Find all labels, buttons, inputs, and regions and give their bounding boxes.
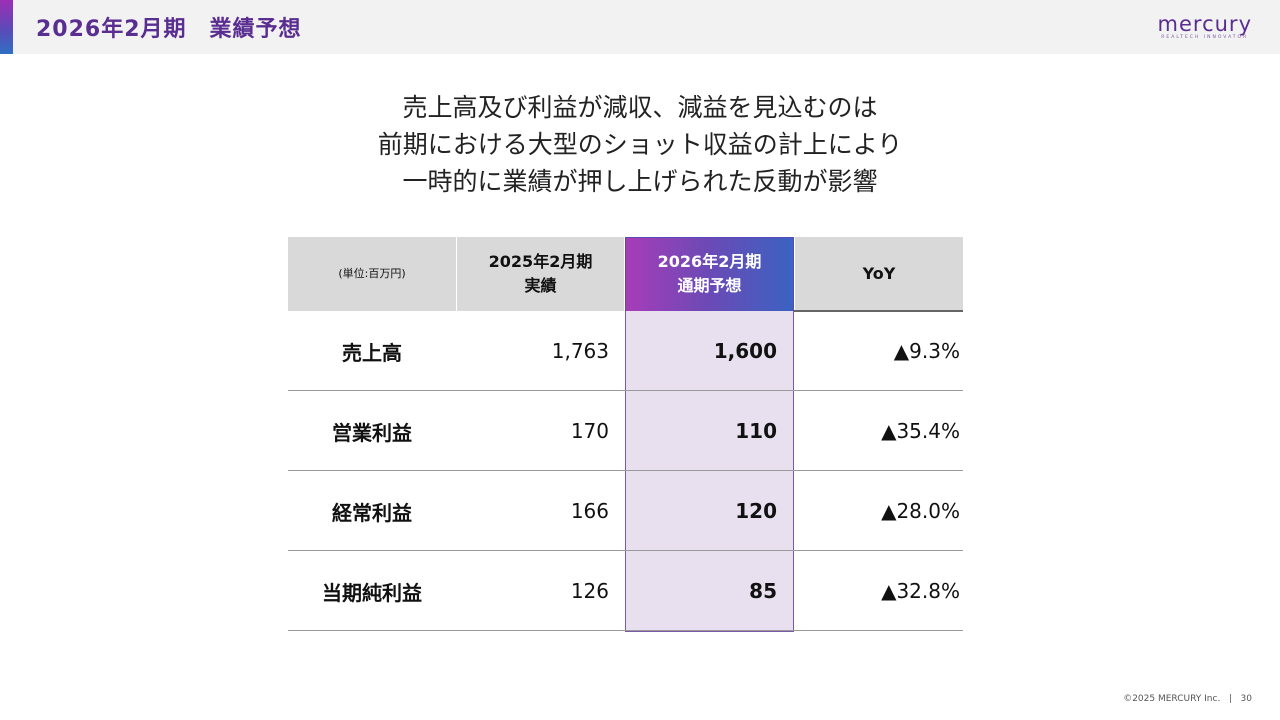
prev-value: 126 [570, 579, 609, 603]
forecast-header: 2026年2月期 通期予想 [625, 237, 794, 311]
footer: ©2025 MERCURY Inc. | 30 [1123, 694, 1252, 704]
yoy-header-label: YoY [862, 264, 896, 283]
table-row: 売上高 1,763 1,600 ▲9.3% [288, 311, 963, 391]
row-label: 経常利益 [332, 500, 412, 525]
header-bar [0, 0, 1280, 54]
row-label: 当期純利益 [322, 580, 422, 605]
headline-line-1: 売上高及び利益が減収、減益を見込むのは [402, 93, 878, 122]
table-row: 経常利益 166 120 ▲28.0% [288, 471, 963, 551]
forecast-header-outline [625, 237, 794, 311]
row-label: 売上高 [342, 340, 402, 365]
row-label: 営業利益 [332, 420, 412, 445]
page-title: 2026年2月期 業績予想 [36, 17, 302, 42]
forecast-table: (単位:百万円) 2025年2月期 実績 2026年2月期 通期予想 YoY 売… [288, 237, 963, 632]
headline: 売上高及び利益が減収、減益を見込むのは 前期における大型のショット収益の計上によ… [0, 89, 1280, 200]
footer-separator: | [1228, 694, 1232, 704]
unit-header: (単位:百万円) [288, 237, 456, 311]
yoy-header: YoY [795, 237, 963, 311]
forecast-column-highlight [625, 311, 794, 632]
table-row: 当期純利益 126 85 ▲32.8% [288, 551, 963, 631]
row-divider [288, 630, 963, 631]
prev-year-header: 2025年2月期 実績 [457, 237, 624, 311]
mercury-logo: mercury REALTECH INNOVATOR [1158, 14, 1252, 41]
prev-value: 1,763 [551, 339, 609, 363]
row-divider [288, 470, 963, 471]
page-number: 30 [1240, 694, 1252, 704]
forecast-value: 120 [735, 499, 777, 523]
forecast-header-line-1: 2026年2月期 [657, 252, 762, 271]
yoy-value: ▲32.8% [881, 579, 960, 603]
yoy-value: ▲28.0% [881, 499, 960, 523]
table-row: 営業利益 170 110 ▲35.4% [288, 391, 963, 471]
row-divider [288, 550, 963, 551]
row-divider [288, 390, 963, 391]
prev-year-header-line-2: 実績 [524, 276, 557, 295]
forecast-value: 1,600 [713, 339, 777, 363]
forecast-value: 85 [749, 579, 777, 603]
logo-tagline: REALTECH INNOVATOR [1161, 35, 1249, 40]
prev-year-header-line-1: 2025年2月期 [488, 252, 593, 271]
headline-line-3: 一時的に業績が押し上げられた反動が影響 [402, 167, 878, 196]
headline-line-2: 前期における大型のショット収益の計上により [377, 130, 903, 159]
logo-wordmark: mercury [1157, 12, 1252, 36]
copyright: ©2025 MERCURY Inc. [1123, 694, 1221, 704]
header-accent-stripe [0, 0, 13, 54]
forecast-value: 110 [735, 419, 777, 443]
yoy-value: ▲9.3% [893, 339, 960, 363]
forecast-header-line-2: 通期予想 [677, 276, 742, 295]
yoy-value: ▲35.4% [881, 419, 960, 443]
prev-value: 166 [570, 499, 609, 523]
unit-label: (単位:百万円) [338, 267, 406, 280]
yoy-header-underline [794, 310, 963, 312]
prev-value: 170 [570, 419, 609, 443]
